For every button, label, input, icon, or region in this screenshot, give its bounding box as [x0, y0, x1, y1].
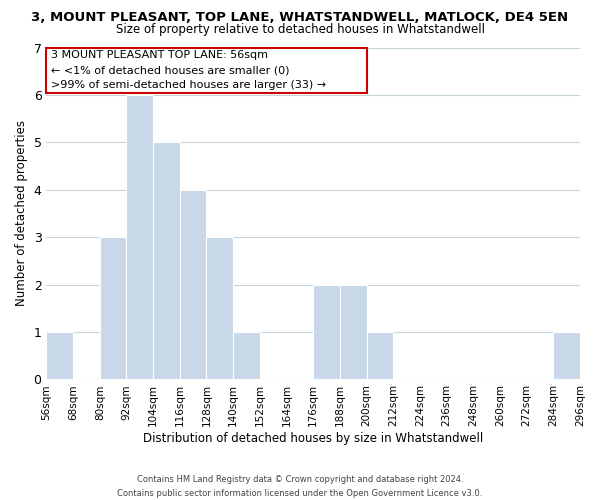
Bar [180, 190, 206, 380]
Bar [313, 284, 340, 380]
Bar [206, 237, 233, 380]
Text: >99% of semi-detached houses are larger (33) →: >99% of semi-detached houses are larger … [51, 80, 326, 90]
Bar [100, 237, 127, 380]
Text: ← <1% of detached houses are smaller (0): ← <1% of detached houses are smaller (0) [51, 66, 289, 76]
Y-axis label: Number of detached properties: Number of detached properties [15, 120, 28, 306]
Text: 3 MOUNT PLEASANT TOP LANE: 56sqm: 3 MOUNT PLEASANT TOP LANE: 56sqm [51, 50, 268, 60]
Bar [340, 284, 367, 380]
Text: Contains HM Land Registry data © Crown copyright and database right 2024.
Contai: Contains HM Land Registry data © Crown c… [118, 476, 482, 498]
Bar [127, 95, 153, 380]
Bar [553, 332, 580, 380]
Bar [233, 332, 260, 380]
Text: 3, MOUNT PLEASANT, TOP LANE, WHATSTANDWELL, MATLOCK, DE4 5EN: 3, MOUNT PLEASANT, TOP LANE, WHATSTANDWE… [31, 11, 569, 24]
Bar [153, 142, 180, 380]
X-axis label: Distribution of detached houses by size in Whatstandwell: Distribution of detached houses by size … [143, 432, 484, 445]
Bar [46, 332, 73, 380]
Bar [367, 332, 393, 380]
FancyBboxPatch shape [46, 48, 367, 92]
Text: Size of property relative to detached houses in Whatstandwell: Size of property relative to detached ho… [115, 23, 485, 36]
